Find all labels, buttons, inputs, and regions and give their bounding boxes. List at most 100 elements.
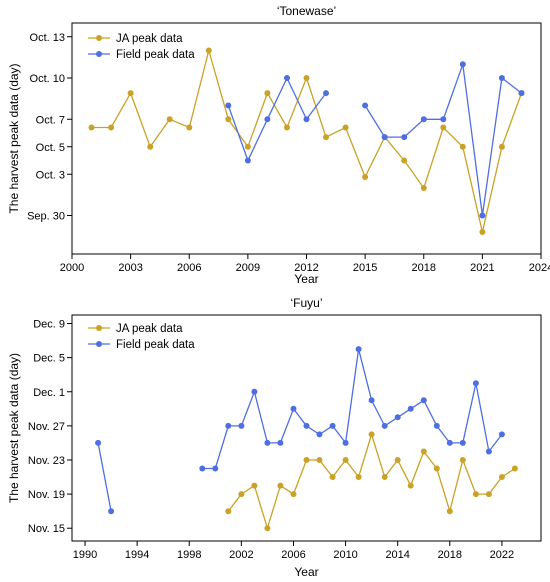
data-point [420, 185, 427, 191]
x-tick-label: 1994 [125, 549, 149, 561]
data-point [127, 90, 134, 97]
data-point [446, 508, 453, 515]
data-point [342, 439, 349, 446]
x-tick-label: 2018 [412, 262, 436, 274]
data-point [498, 431, 505, 438]
x-tick-label: 2006 [177, 262, 201, 274]
y-axis-title: The harvest peak data (day) [7, 63, 21, 213]
data-point [225, 422, 232, 429]
data-point [355, 474, 362, 480]
data-point [440, 124, 447, 131]
data-point [303, 457, 310, 463]
legend-label: Field peak data [116, 49, 195, 61]
data-point [147, 143, 154, 150]
series-line [364, 64, 522, 216]
data-point [368, 397, 375, 404]
data-point [511, 465, 518, 472]
x-tick-label: 2003 [118, 262, 142, 274]
y-tick-label: Oct. 13 [30, 32, 65, 44]
y-tick-label: Nov. 23 [28, 455, 65, 467]
data-point [244, 157, 251, 164]
x-tick-label: 2018 [438, 549, 462, 561]
data-point [355, 346, 362, 353]
x-tick-label: 2012 [294, 262, 318, 274]
data-point [342, 457, 349, 463]
data-point [329, 474, 336, 480]
data-point [472, 491, 479, 498]
data-point [472, 380, 479, 387]
legend-marker [96, 325, 102, 331]
data-point [498, 143, 505, 150]
series-line [97, 442, 112, 512]
data-point [284, 124, 290, 131]
data-point [316, 431, 323, 438]
data-point [264, 90, 271, 97]
legend: JA peak data Field peak data [88, 33, 195, 61]
series-line [227, 432, 516, 531]
series-field [95, 346, 505, 515]
data-point [381, 474, 388, 480]
data-point [303, 422, 310, 429]
legend: JA peak data Field peak data [88, 323, 195, 351]
series-ja [225, 431, 518, 532]
data-point [264, 116, 271, 123]
y-tick-label: Dec. 1 [33, 387, 65, 399]
x-tick-label: 2014 [385, 549, 409, 561]
data-point [394, 414, 401, 421]
y-tick-label: Dec. 5 [33, 353, 65, 365]
x-tick-label: 2021 [470, 262, 494, 274]
data-point [225, 116, 232, 123]
x-tick-label: 2024 [529, 262, 550, 274]
data-point [329, 422, 336, 429]
data-point [95, 439, 102, 446]
chart-panel-2: ‘Fuyu’ 1990 1994 1998 2002 2006 2010 2014 2018 20… [7, 296, 542, 579]
data-point [212, 465, 219, 472]
data-point [459, 457, 466, 463]
data-point [381, 134, 388, 141]
data-point [238, 422, 245, 429]
data-point [485, 491, 492, 498]
chart-panel-1: ‘Tonewase’ 2000 2003 2006 2009 2012 2015 2018 20… [7, 4, 550, 286]
legend-marker [96, 51, 102, 57]
data-point [186, 124, 193, 131]
data-point [316, 457, 323, 463]
legend-label: JA peak data [116, 323, 183, 335]
data-point [290, 491, 297, 498]
data-point [459, 439, 466, 446]
data-point [277, 482, 284, 489]
data-point [244, 143, 251, 150]
data-point [238, 491, 245, 498]
data-point [401, 134, 408, 141]
x-axis-title: Year [294, 272, 318, 286]
data-point [225, 102, 232, 109]
legend-marker [96, 341, 102, 347]
y-axis-title: The harvest peak data (day) [7, 353, 21, 503]
data-point [407, 405, 414, 412]
x-tick-label: 2015 [353, 262, 377, 274]
data-point [498, 474, 505, 480]
data-point [108, 124, 115, 131]
y-tick-label: Nov. 27 [28, 421, 65, 433]
data-point [264, 525, 271, 532]
x-tick-label: 2000 [60, 262, 84, 274]
chart-title: ‘Fuyu’ [290, 296, 322, 310]
data-point [394, 457, 401, 463]
x-tick-label: 2009 [236, 262, 260, 274]
data-point [323, 90, 329, 97]
data-point [459, 61, 466, 68]
data-point [485, 448, 492, 455]
data-point [433, 465, 440, 472]
y-tick-label: Oct. 5 [36, 142, 65, 154]
data-point [420, 116, 427, 123]
data-point [479, 212, 486, 219]
x-tick-label: 2002 [229, 549, 253, 561]
data-point [166, 116, 173, 123]
data-point [264, 439, 271, 446]
y-tick-label: Dec. 9 [33, 319, 65, 331]
data-point [303, 116, 310, 123]
data-point [88, 124, 95, 131]
x-tick-label: 2006 [281, 549, 305, 561]
data-point [284, 75, 290, 81]
x-axis-title: Year [294, 565, 318, 579]
